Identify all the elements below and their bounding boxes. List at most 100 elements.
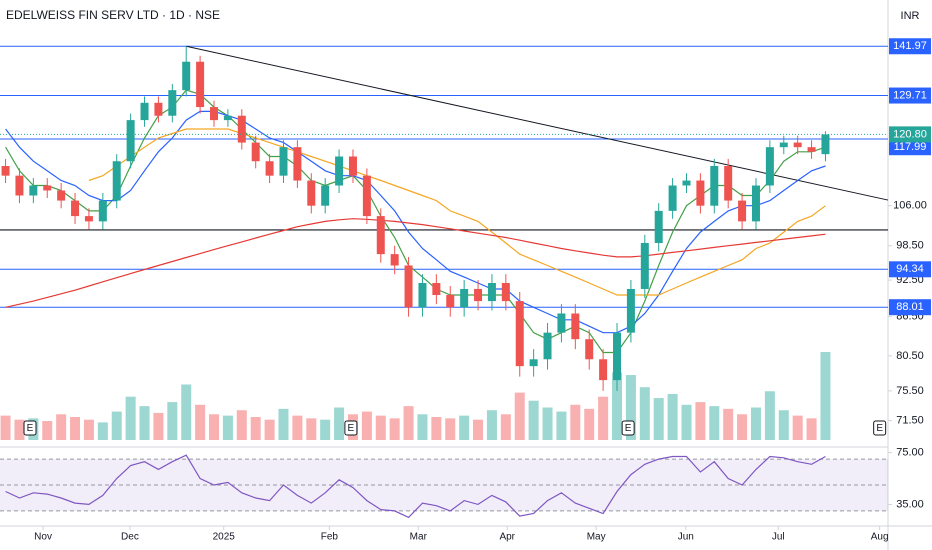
- candle-body: [362, 175, 371, 217]
- volume-bar: [667, 393, 678, 440]
- volume-bar: [556, 411, 567, 440]
- volume-bar: [681, 404, 692, 440]
- x-tick-label: Nov: [34, 532, 52, 543]
- volume-bar: [153, 412, 164, 440]
- candle-body: [223, 115, 232, 121]
- candle-body: [557, 313, 566, 333]
- candle-body: [738, 200, 747, 222]
- volume-bar: [375, 415, 386, 440]
- candle-body: [196, 61, 205, 108]
- volume-bar: [167, 402, 178, 440]
- volume-bar: [612, 372, 623, 440]
- candle-body: [404, 265, 413, 308]
- level-label-box: [889, 38, 931, 55]
- volume-bar: [653, 398, 664, 440]
- volume-bar: [222, 415, 233, 440]
- x-tick-label: Jun: [678, 532, 694, 543]
- level-label: 141.97: [893, 40, 927, 52]
- candle-body: [57, 190, 66, 201]
- volume-bar: [361, 411, 372, 440]
- candle-body: [321, 185, 330, 206]
- volume-bar: [764, 391, 775, 440]
- volume-bar: [445, 418, 456, 440]
- volume-bar: [806, 418, 817, 440]
- volume-bar: [778, 410, 789, 440]
- volume-bar: [111, 411, 122, 440]
- trendline: [186, 45, 889, 201]
- candle-body: [307, 180, 316, 206]
- rsi-tick-label: 35.00: [896, 498, 924, 510]
- volume-bar: [792, 415, 803, 440]
- candle-body: [793, 142, 802, 148]
- volume-bar: [709, 406, 720, 440]
- volume-bar: [417, 414, 428, 440]
- volume-bar: [584, 408, 595, 440]
- candle-body: [432, 283, 441, 295]
- candle-body: [543, 332, 552, 360]
- volume-bar: [598, 396, 609, 440]
- candle-body: [98, 200, 107, 222]
- candle-body: [279, 147, 288, 176]
- candle-body: [84, 216, 93, 222]
- x-tick-label: Mar: [410, 532, 428, 543]
- volume-bar: [209, 414, 220, 440]
- candle-body: [43, 185, 52, 191]
- candle-body: [696, 180, 705, 206]
- earnings-label: E: [348, 423, 355, 434]
- level-label-box: [889, 87, 931, 104]
- volume-bar: [459, 415, 470, 440]
- volume-bar: [292, 415, 303, 440]
- volume-bar: [236, 410, 247, 440]
- candle-body: [126, 120, 135, 162]
- level-label-box: [889, 299, 931, 316]
- candle-body: [335, 156, 344, 186]
- volume-bar: [42, 421, 53, 440]
- volume-bar: [0, 415, 11, 440]
- candle-body: [571, 313, 580, 340]
- volume-bar: [820, 352, 831, 440]
- candle-body: [154, 102, 163, 116]
- candle-body: [585, 339, 594, 360]
- candle-body: [668, 185, 677, 211]
- volume-bar: [695, 402, 706, 440]
- volume-bar: [195, 404, 206, 440]
- earnings-marker: [344, 420, 358, 436]
- candle-body: [376, 216, 385, 255]
- rsi-line: [5, 454, 826, 519]
- x-tick-label: Apr: [499, 532, 515, 543]
- x-tick-label: 2025: [213, 532, 236, 543]
- x-tick-label: May: [587, 532, 606, 543]
- candle-body: [626, 288, 635, 333]
- level-label: 129.71: [893, 89, 927, 101]
- x-tick-label: Feb: [321, 532, 339, 543]
- ma-label-box: [889, 139, 931, 156]
- volume-bar: [334, 407, 345, 440]
- moving-average: [88, 128, 826, 296]
- volume-bar: [737, 414, 748, 440]
- earnings-label: E: [876, 423, 883, 434]
- candle-body: [599, 359, 608, 381]
- volume-bar: [70, 416, 81, 440]
- volume-bar: [181, 384, 192, 440]
- chart-title: EDELWEISS FIN SERV LTD · 1D · NSE: [6, 8, 220, 22]
- candle-body: [446, 294, 455, 308]
- moving-average: [5, 89, 826, 354]
- volume-bar: [403, 406, 414, 440]
- volume-bar: [639, 387, 650, 440]
- candle-body: [293, 147, 302, 181]
- candle-body: [765, 147, 774, 186]
- volume-bar: [473, 419, 484, 440]
- currency: INR: [901, 10, 920, 22]
- volume-bar: [125, 396, 136, 440]
- volume-bar: [306, 418, 317, 440]
- candle-body: [807, 147, 816, 152]
- volume-bar: [97, 422, 108, 440]
- candle-body: [418, 283, 427, 308]
- volume-bar: [570, 404, 581, 440]
- earnings-marker: [23, 420, 37, 436]
- y-tick-label: 71.50: [896, 414, 924, 426]
- level-label: 88.01: [896, 301, 924, 313]
- ma-label: 117.99: [894, 141, 927, 153]
- volume-bar: [528, 400, 539, 440]
- candle-body: [390, 254, 399, 266]
